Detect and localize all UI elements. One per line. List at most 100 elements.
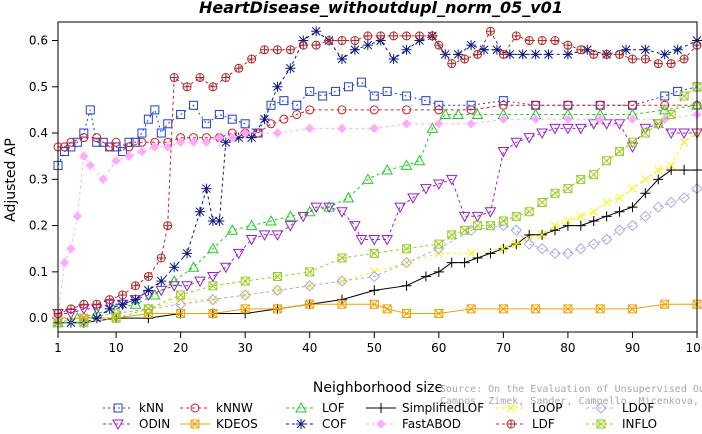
data-point-inflo bbox=[550, 188, 560, 198]
data-point-knn bbox=[150, 105, 160, 115]
data-point-knn bbox=[292, 100, 302, 110]
series-line-ldf bbox=[57, 30, 698, 314]
data-point-knnw bbox=[660, 100, 670, 110]
legend-label: kNNW bbox=[216, 401, 253, 415]
data-point-ldof bbox=[536, 243, 548, 255]
data-point-loop bbox=[615, 193, 624, 203]
data-point-cof bbox=[246, 132, 257, 143]
y-tick-label: 0.6 bbox=[29, 34, 48, 48]
data-point-ldf bbox=[163, 221, 173, 231]
data-point-lof bbox=[303, 205, 316, 217]
data-point-ldf bbox=[195, 73, 205, 83]
y-axis-label: Adjusted AP bbox=[3, 138, 19, 222]
data-point-fastabod bbox=[498, 114, 509, 124]
data-point-knn bbox=[227, 114, 237, 124]
data-point-simplifiedlof bbox=[614, 206, 625, 217]
data-point-cof bbox=[130, 294, 141, 305]
data-point-inflo bbox=[240, 276, 250, 286]
data-point-kdeos bbox=[434, 308, 444, 318]
data-point-fastabod bbox=[79, 151, 89, 161]
data-point-knnw bbox=[466, 105, 476, 115]
data-point-fastabod bbox=[188, 137, 199, 148]
data-point-ldof bbox=[588, 238, 600, 250]
legend: kNN kNNW LOF SimplifiedLOF LoOP LDOF ODIN KDEOS… bbox=[103, 401, 657, 431]
data-point-knn bbox=[92, 137, 102, 147]
data-point-kdeos bbox=[240, 304, 250, 314]
data-point-knn bbox=[156, 128, 166, 138]
data-point-cof bbox=[388, 54, 399, 65]
data-point-fastabod bbox=[272, 128, 283, 138]
data-point-simplifiedlof bbox=[575, 220, 586, 231]
data-point-loop bbox=[511, 239, 521, 249]
series-line-knn bbox=[57, 81, 698, 166]
data-point-odin bbox=[232, 248, 245, 260]
legend-label: LoOP bbox=[532, 401, 563, 415]
data-point-ldf bbox=[653, 59, 663, 69]
data-point-odin bbox=[678, 128, 690, 140]
data-point-knn bbox=[124, 137, 134, 147]
data-point-cof bbox=[182, 248, 193, 259]
data-point-knn bbox=[466, 100, 476, 110]
data-point-odin bbox=[523, 133, 536, 144]
data-point-ldf bbox=[143, 271, 153, 281]
data-point-ldf bbox=[473, 49, 483, 59]
data-point-knnw bbox=[305, 105, 315, 115]
data-point-ldof bbox=[523, 238, 535, 250]
data-point-odin bbox=[336, 207, 348, 218]
data-point-ldof bbox=[207, 293, 219, 306]
data-point-odin bbox=[258, 230, 271, 241]
data-point-ldf bbox=[627, 54, 637, 64]
data-point-ldf bbox=[169, 73, 179, 83]
data-point-inflo bbox=[589, 170, 599, 180]
data-point-knnw bbox=[434, 105, 444, 115]
data-point-cof bbox=[233, 132, 244, 143]
legend-label: kNN bbox=[139, 401, 164, 415]
data-point-lof bbox=[471, 108, 484, 120]
data-point-odin bbox=[297, 211, 310, 223]
data-point-lof bbox=[342, 191, 355, 203]
data-point-ldf bbox=[247, 54, 257, 64]
data-point-inflo bbox=[511, 211, 521, 221]
data-point-ldf bbox=[130, 281, 140, 291]
data-point-odin bbox=[155, 285, 168, 297]
watermark-line-1: Source: On the Evaluation of Unsupervise… bbox=[440, 384, 702, 395]
data-point-cof bbox=[659, 49, 670, 60]
y-tick-label: 0.0 bbox=[29, 311, 48, 325]
x-tick-label: 1 bbox=[54, 341, 62, 355]
data-point-ldf bbox=[602, 49, 612, 59]
data-point-knn bbox=[130, 137, 140, 147]
data-point-odin bbox=[349, 221, 361, 232]
data-point-loop bbox=[550, 221, 560, 230]
data-point-kdeos bbox=[531, 304, 541, 314]
series-odin bbox=[52, 119, 702, 320]
data-point-cof bbox=[621, 44, 631, 55]
data-point-inflo bbox=[473, 221, 483, 231]
data-point-loop bbox=[537, 230, 547, 240]
series-cof bbox=[53, 26, 702, 328]
data-point-knnw bbox=[137, 137, 147, 147]
data-point-lof bbox=[400, 159, 413, 170]
data-point-lof bbox=[413, 154, 426, 166]
data-point-ldof bbox=[665, 196, 677, 209]
legend-item-ldf: LDF bbox=[496, 417, 555, 431]
data-point-odin bbox=[181, 281, 193, 292]
data-point-ldof bbox=[562, 247, 574, 260]
data-point-cof bbox=[207, 215, 218, 226]
x-tick-label: 70 bbox=[496, 341, 511, 355]
data-point-cof bbox=[337, 54, 347, 65]
data-point-knn bbox=[279, 96, 289, 106]
data-point-cof bbox=[214, 215, 225, 226]
data-point-simplifiedlof bbox=[524, 229, 535, 240]
data-point-odin bbox=[574, 123, 587, 135]
data-point-inflo bbox=[485, 221, 495, 231]
data-point-ldf bbox=[589, 49, 599, 59]
x-tick-label: 20 bbox=[173, 341, 188, 355]
legend-label: COF bbox=[322, 417, 347, 431]
data-point-kdeos bbox=[382, 304, 392, 314]
legend-marker bbox=[595, 402, 607, 414]
data-point-simplifiedlof bbox=[485, 248, 496, 259]
series-line-kdeos bbox=[58, 303, 697, 319]
y-tick-label: 0.1 bbox=[29, 265, 48, 279]
series-ldf bbox=[53, 26, 702, 318]
data-point-knnw bbox=[124, 142, 134, 152]
